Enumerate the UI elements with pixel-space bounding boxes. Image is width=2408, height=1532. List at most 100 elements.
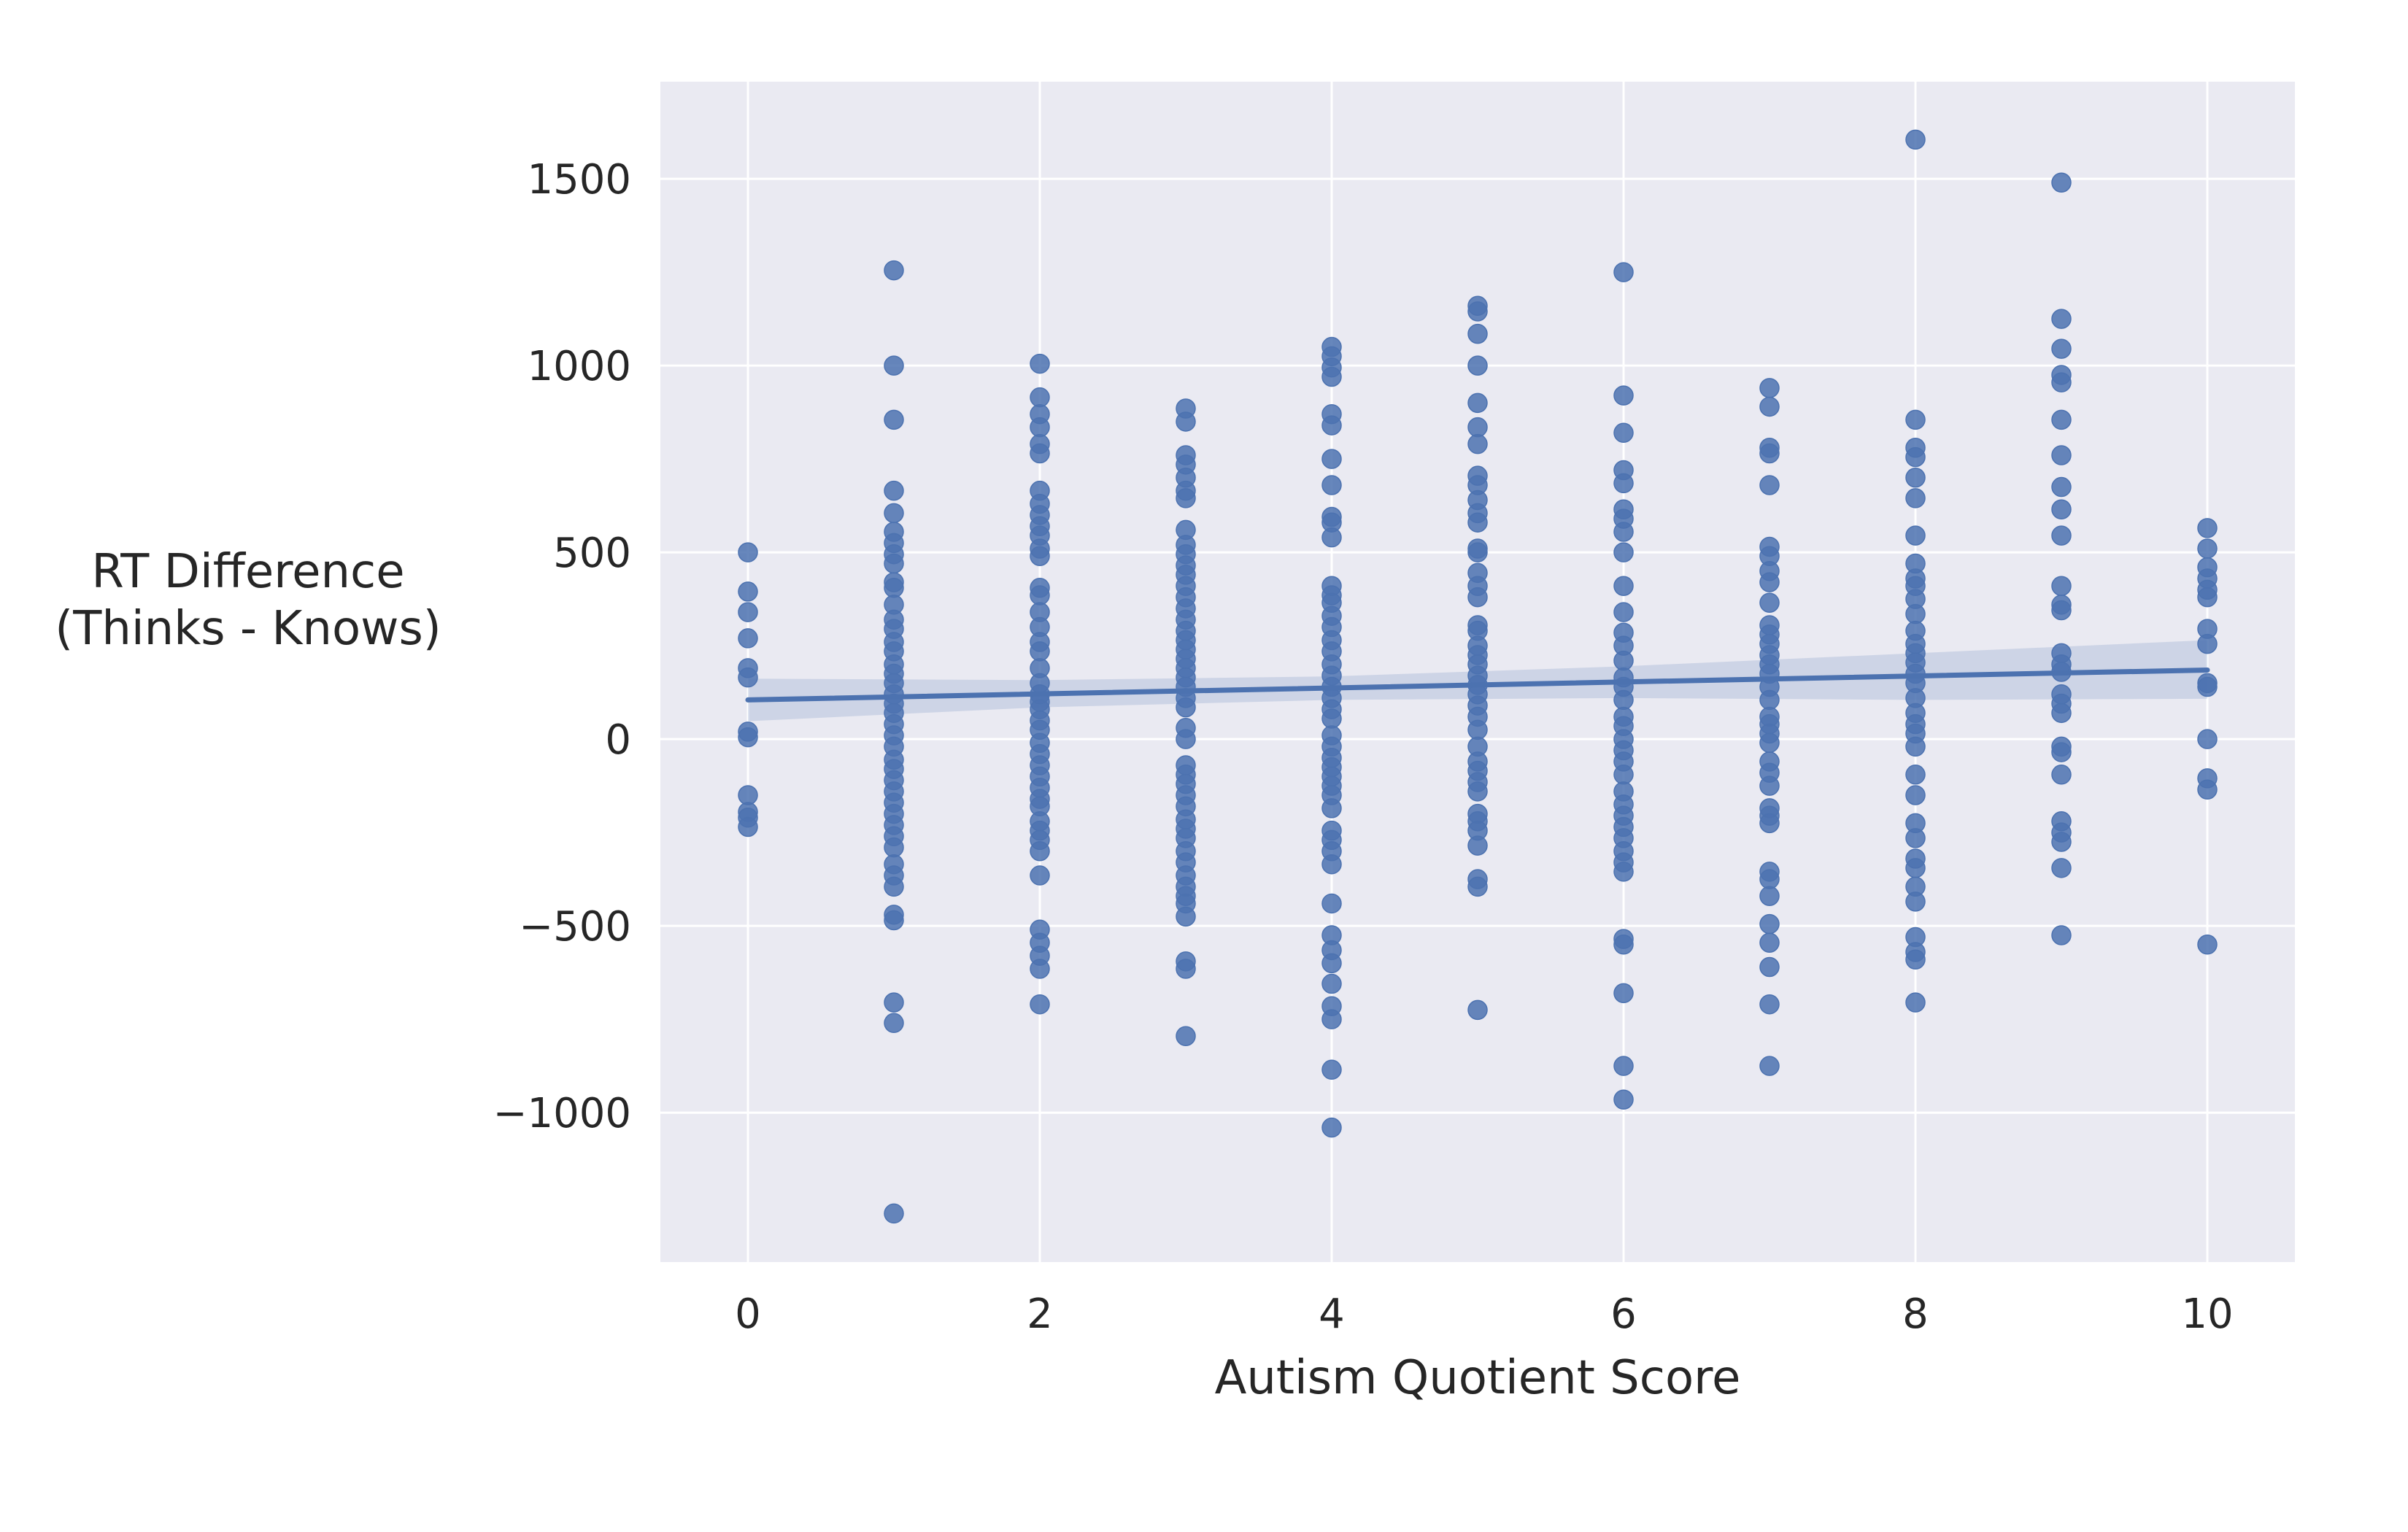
data-point [1905, 992, 1926, 1013]
data-point [1030, 641, 1050, 662]
data-point [1321, 708, 1342, 729]
data-point [1467, 512, 1488, 533]
data-point [1759, 689, 1780, 711]
data-point [738, 816, 758, 837]
data-point [2051, 703, 2072, 724]
data-point [1613, 522, 1634, 542]
data-point [1759, 886, 1780, 906]
data-point [2051, 742, 2072, 762]
data-point [1030, 353, 1050, 374]
data-point [738, 727, 758, 748]
data-point [1759, 475, 1780, 495]
x-tick-label: 6 [1610, 1291, 1637, 1338]
data-point [2051, 476, 2072, 498]
data-point [884, 992, 904, 1013]
data-point [1467, 876, 1488, 897]
data-point [1905, 785, 1926, 805]
data-point [2197, 676, 2218, 697]
data-point [1321, 1059, 1342, 1080]
data-point [884, 503, 904, 524]
data-point [1905, 467, 1926, 488]
data-point [1905, 949, 1926, 970]
data-point [1467, 392, 1488, 414]
data-point [2051, 525, 2072, 546]
data-point [1905, 446, 1926, 468]
data-point [1613, 1056, 1634, 1076]
data-point [884, 480, 904, 501]
data-point [1321, 527, 1342, 548]
x-tick-label: 8 [1902, 1291, 1929, 1338]
data-point [1467, 781, 1488, 802]
data-point [1467, 301, 1488, 322]
data-point [884, 876, 904, 897]
data-point [1613, 689, 1634, 711]
data-point [738, 581, 758, 602]
data-point [884, 837, 904, 858]
data-point [2051, 445, 2072, 465]
data-point [1321, 854, 1342, 875]
data-point [1905, 603, 1926, 624]
data-point [1321, 1009, 1342, 1029]
data-point [2197, 518, 2218, 538]
data-point [1176, 488, 1196, 508]
data-point [2197, 935, 2218, 955]
data-point [1759, 732, 1780, 754]
data-point [1759, 378, 1780, 398]
data-point [1176, 1026, 1196, 1046]
data-point [1030, 417, 1050, 438]
data-point [1613, 422, 1634, 444]
y-axis-ticks: −1000 −500 0 500 1000 1500 [493, 156, 631, 1137]
data-point [1905, 891, 1926, 912]
data-point [884, 355, 904, 376]
data-point [1467, 355, 1488, 376]
data-point [884, 578, 904, 598]
x-tick-label: 2 [1027, 1291, 1053, 1338]
x-tick-label: 4 [1319, 1291, 1345, 1338]
x-axis-label: Autism Quotient Score [1215, 1351, 1741, 1405]
data-point [1321, 973, 1342, 994]
data-point [738, 602, 758, 622]
data-point [1176, 959, 1196, 979]
data-point [1467, 999, 1488, 1021]
y-axis-label: RT Difference (Thinks - Knows) [55, 545, 441, 656]
data-point [884, 409, 904, 430]
data-point [2197, 633, 2218, 654]
data-point [1467, 417, 1488, 438]
y-tick-label: 500 [553, 530, 631, 577]
data-point [1905, 525, 1926, 546]
data-point [2197, 587, 2218, 608]
data-point [1321, 449, 1342, 469]
data-point [1321, 798, 1342, 819]
data-point [2051, 499, 2072, 520]
data-point [1759, 813, 1780, 834]
x-tick-label: 10 [2181, 1291, 2233, 1338]
data-point [1759, 956, 1780, 978]
data-point [2197, 779, 2218, 800]
data-point [884, 260, 904, 281]
data-point [1467, 542, 1488, 562]
data-point [1613, 385, 1634, 406]
data-point [1759, 994, 1780, 1015]
data-point [884, 910, 904, 931]
data-point [1321, 893, 1342, 914]
data-point [2051, 172, 2072, 193]
x-axis-ticks: 0 2 4 6 8 10 [735, 1291, 2233, 1338]
y-tick-label: 1000 [527, 343, 631, 390]
data-point [1613, 262, 1634, 282]
data-point [2051, 832, 2072, 852]
data-point [1030, 959, 1050, 979]
data-point [1759, 869, 1780, 889]
data-point [1613, 473, 1634, 494]
data-point [738, 667, 758, 688]
data-point [1613, 1089, 1634, 1110]
x-tick-label: 0 [735, 1291, 761, 1338]
data-point [1905, 765, 1926, 785]
data-point [1467, 719, 1488, 740]
data-point [1759, 443, 1780, 464]
data-point [1759, 572, 1780, 592]
data-point [2051, 409, 2072, 430]
data-point [1176, 411, 1196, 432]
y-axis-label-line: (Thinks - Knows) [55, 602, 441, 656]
data-point [1613, 862, 1634, 882]
data-point [884, 553, 904, 574]
